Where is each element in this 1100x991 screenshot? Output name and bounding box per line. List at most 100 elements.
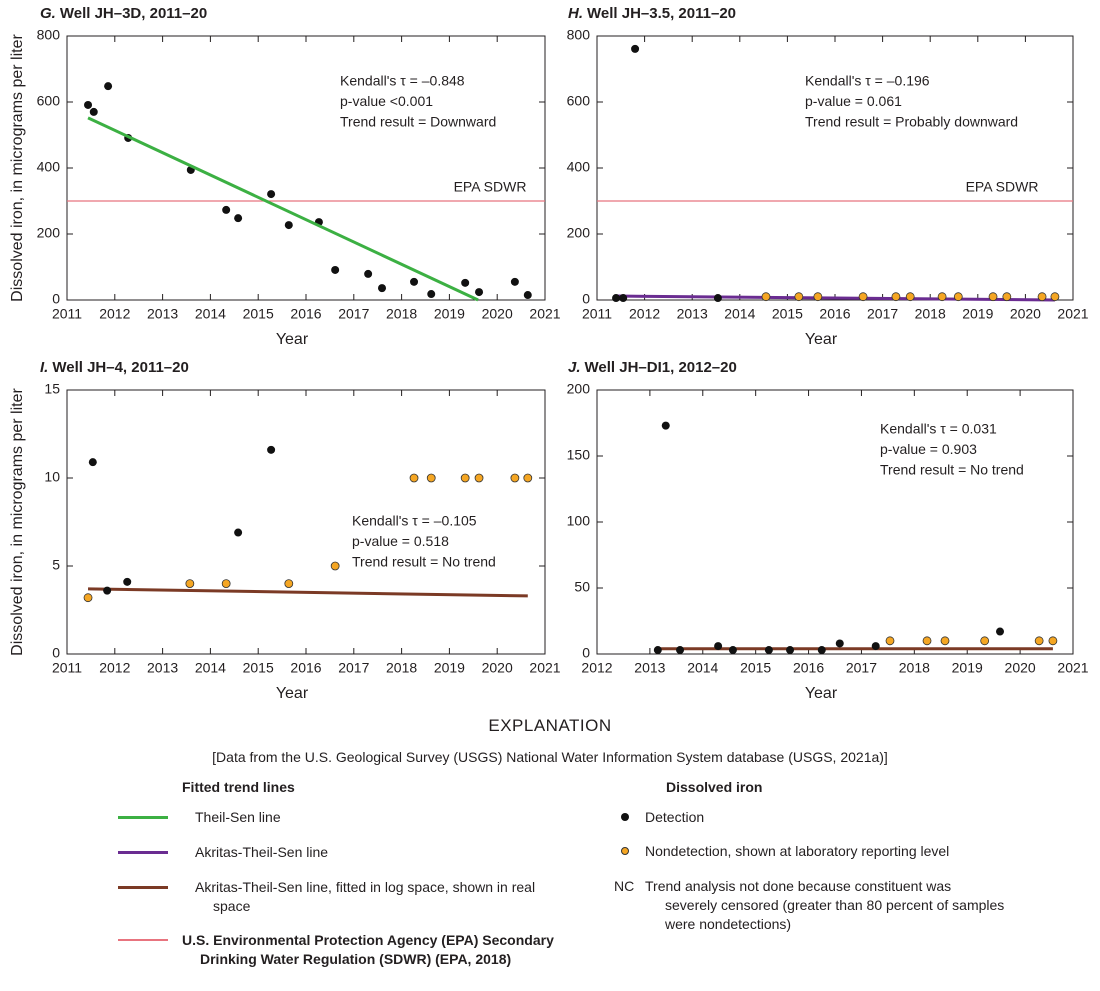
detection-point (378, 284, 387, 293)
x-tick-label: 2013 (147, 660, 178, 676)
x-tick-label: 2014 (195, 306, 226, 322)
x-tick-label: 2012 (629, 306, 660, 322)
x-tick-label: 2017 (846, 660, 877, 676)
charts: G. Well JH–3D, 2011–20 0 200 400 600 800 2011 20… (9, 5, 1089, 702)
annotation: p-value = 0.903 (880, 441, 977, 457)
panel-name: Well JH–DI1, 2012–20 (585, 359, 737, 376)
y-tick-label: 200 (567, 381, 591, 397)
x-tick-label: 2015 (243, 660, 274, 676)
annotation: p-value = 0.518 (352, 533, 449, 549)
detection-point (661, 421, 670, 430)
reference-label: EPA SDWR (966, 179, 1039, 195)
y-tick-label: 600 (567, 93, 591, 109)
y-axis-label: Dissolved iron, in micrograms per liter (9, 34, 26, 302)
nondetection-point (510, 473, 520, 483)
plot-frame (596, 389, 1074, 655)
detection-point (222, 205, 231, 214)
x-tick-label: 2017 (338, 306, 369, 322)
legend-marker (621, 813, 629, 821)
detection-point (331, 265, 340, 274)
x-tick-label: 2019 (434, 306, 465, 322)
annotation: Trend result = No trend (880, 462, 1024, 478)
x-axis-label: Year (276, 685, 309, 702)
x-tick-label: 2016 (793, 660, 824, 676)
detection-point (410, 277, 419, 286)
annotation: Trend result = Downward (340, 114, 496, 130)
x-tick-label: 2013 (147, 306, 178, 322)
y-axis-label: Dissolved iron, in micrograms per liter (9, 388, 26, 656)
annotation: Kendall's τ = –0.105 (352, 513, 477, 529)
nondetection-point (813, 292, 823, 302)
detection-point (619, 294, 628, 303)
x-tick-label: 2018 (915, 306, 946, 322)
x-tick-label: 2012 (99, 306, 130, 322)
y-tick-label: 200 (567, 225, 591, 241)
nondetection-point (1002, 292, 1012, 302)
detection-point (510, 277, 519, 286)
detection-point (728, 646, 737, 655)
annotation: Trend result = No trend (352, 554, 496, 570)
x-tick-label: 2019 (434, 660, 465, 676)
y-tick-label: 0 (52, 291, 60, 307)
nondetection-point (891, 292, 901, 302)
panel-title: G. Well JH–3D, 2011–20 (40, 5, 207, 22)
nondetection-point (794, 292, 804, 302)
x-tick-label: 2011 (52, 306, 82, 322)
nondetection-point (885, 636, 895, 646)
x-tick-label: 2020 (1005, 660, 1036, 676)
detection-point (123, 577, 132, 586)
detection-point (631, 44, 640, 53)
x-tick-label: 2016 (819, 306, 850, 322)
detection-point (817, 646, 826, 655)
detection-point (653, 646, 662, 655)
x-tick-label: 2017 (338, 660, 369, 676)
nondetection-point (953, 292, 963, 302)
nondetection-point (474, 473, 484, 483)
trend-line (616, 294, 1055, 302)
x-tick-label: 2018 (899, 660, 930, 676)
nondetection-point (460, 473, 470, 483)
legend-heading: Dissolved iron (666, 779, 763, 795)
y-tick-label: 0 (52, 645, 60, 661)
nc-symbol: NC (614, 878, 635, 894)
nondetection-point (284, 579, 294, 588)
detection-point (234, 528, 243, 537)
annotation: Kendall's τ = 0.031 (880, 421, 997, 437)
nondetection-point (426, 473, 436, 483)
x-tick-label: 2020 (1010, 306, 1041, 322)
detection-point (475, 288, 484, 297)
x-tick-label: 2021 (1057, 306, 1088, 322)
nondetection-point (1034, 636, 1044, 646)
legend-swatch (118, 886, 168, 889)
nondetection-point (905, 292, 915, 302)
y-tick-label: 600 (37, 93, 61, 109)
detection-point (996, 627, 1005, 636)
nondetection-point (988, 292, 998, 302)
detection-point (871, 642, 880, 651)
x-tick-label: 2017 (867, 306, 898, 322)
x-tick-label: 2018 (386, 306, 417, 322)
x-tick-label: 2014 (195, 660, 226, 676)
nondetection-point (858, 292, 868, 302)
legend-label: Detection (645, 809, 705, 825)
nondetection-point (922, 636, 932, 646)
annotation: Kendall's τ = –0.848 (340, 73, 465, 89)
x-tick-label: 2011 (582, 306, 612, 322)
detection-point (267, 445, 276, 454)
annotation: Kendall's τ = –0.196 (805, 73, 930, 89)
reference-label: EPA SDWR (454, 179, 527, 195)
panel-letter: H. (568, 5, 583, 22)
nondetection-point (937, 292, 947, 302)
nondetection-point (940, 636, 950, 646)
x-tick-label: 2021 (1057, 660, 1088, 676)
x-tick-label: 2013 (634, 660, 665, 676)
nondetection-point (1037, 292, 1047, 302)
y-tick-label: 0 (582, 645, 590, 661)
legend-swatch (118, 851, 168, 854)
detection-point (835, 639, 844, 648)
legend-label: U.S. Environmental Protection Agency (EP… (182, 932, 554, 967)
x-tick-label: 2020 (482, 306, 513, 322)
detection-point (461, 278, 470, 287)
x-tick-label: 2019 (952, 660, 983, 676)
x-axis-label: Year (805, 685, 838, 702)
